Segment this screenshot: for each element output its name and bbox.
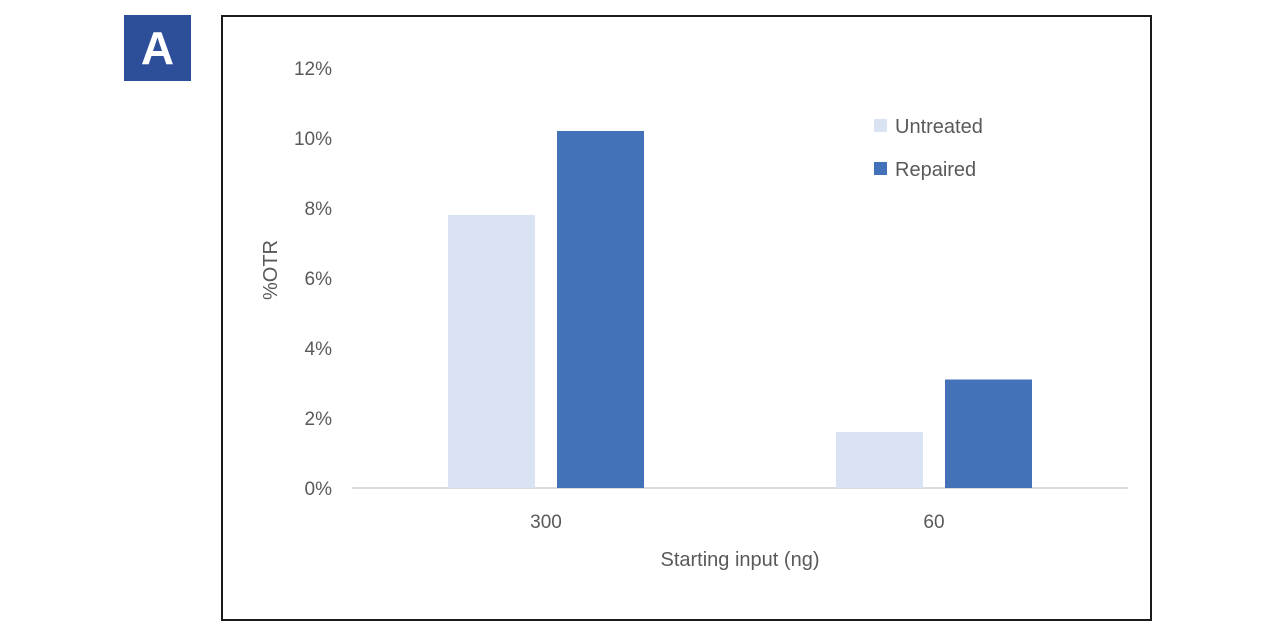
panel-label: A (140, 22, 175, 74)
bar-untreated-60 (836, 432, 923, 488)
chart-frame (221, 15, 1152, 621)
legend-swatch-untreated (874, 119, 887, 132)
panel-label-badge: A (124, 15, 191, 81)
bars-group (448, 131, 1032, 488)
legend: Untreated Repaired (874, 116, 983, 181)
legend-swatch-repaired (874, 162, 887, 175)
x-tick-label: 60 (923, 512, 944, 533)
y-axis-title: %OTR (260, 240, 282, 300)
legend-label-repaired: Repaired (895, 159, 976, 181)
y-axis-ticks: 0% 2% 4% 6% 8% 10% 12% (294, 59, 332, 500)
legend-label-untreated: Untreated (895, 116, 983, 138)
y-tick-label: 12% (294, 59, 332, 80)
bar-repaired-300 (557, 131, 644, 488)
y-tick-label: 4% (305, 339, 333, 360)
y-tick-label: 10% (294, 129, 332, 150)
bar-untreated-300 (448, 215, 535, 488)
x-axis-title: Starting input (ng) (661, 549, 820, 571)
y-tick-label: 6% (305, 269, 333, 290)
y-tick-label: 8% (305, 199, 333, 220)
y-tick-label: 0% (305, 479, 333, 500)
x-tick-label: 300 (530, 512, 562, 533)
bar-repaired-60 (945, 379, 1032, 488)
x-axis-ticks: 300 60 (530, 512, 944, 533)
y-tick-label: 2% (305, 409, 333, 430)
